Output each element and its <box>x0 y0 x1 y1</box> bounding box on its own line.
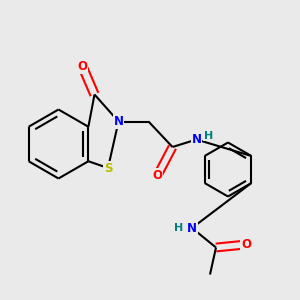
Text: N: N <box>187 221 197 235</box>
Text: O: O <box>152 169 163 182</box>
Text: H: H <box>174 223 183 233</box>
Text: H: H <box>204 131 213 141</box>
Text: S: S <box>104 161 112 175</box>
Text: N: N <box>113 115 124 128</box>
Text: O: O <box>77 60 88 73</box>
Text: N: N <box>191 133 202 146</box>
Text: O: O <box>241 238 251 251</box>
